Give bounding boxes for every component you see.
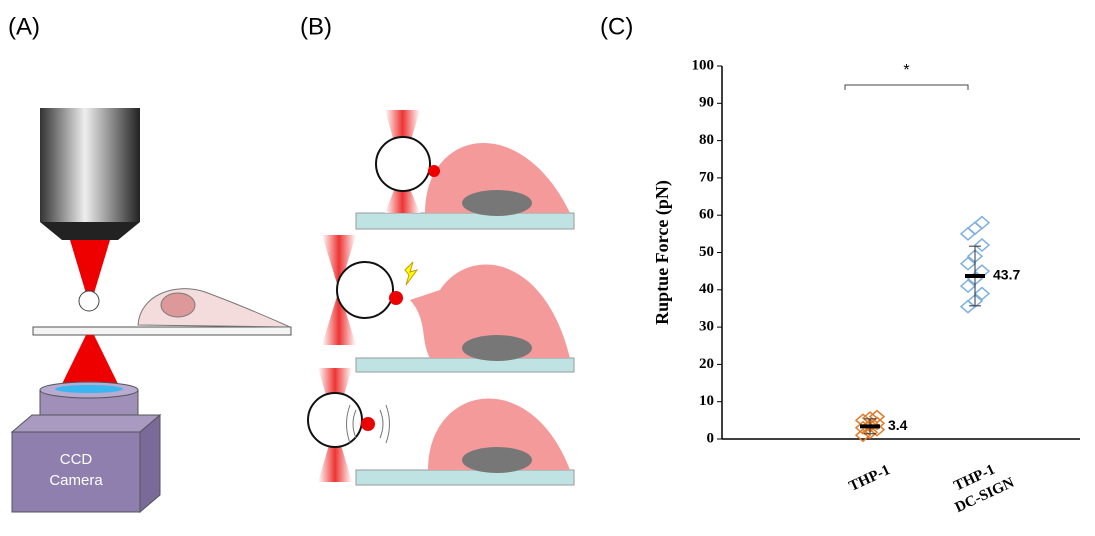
mean-label: 3.4 xyxy=(888,417,908,433)
plot: 0 10 20 30 40 50 60 70 80 90 100 Ruptue Force (pN) 3… xyxy=(652,57,1080,518)
data-point xyxy=(961,228,975,240)
y-tick-label: 100 xyxy=(692,57,715,73)
y-tick-label: 20 xyxy=(699,356,714,372)
y-tick-label: 70 xyxy=(699,169,714,185)
y-tick-label: 80 xyxy=(699,132,714,148)
y-tick-label: 90 xyxy=(699,95,714,111)
panel-label: (B) xyxy=(300,13,332,40)
data-point xyxy=(975,217,989,229)
x-tick-label: THP-1 DC-SIGN xyxy=(941,457,1017,518)
setup-diagram: CCD Camera xyxy=(12,108,291,512)
data-point xyxy=(975,239,989,251)
figure: (A) (B) (C) CCD Camera xyxy=(0,0,1095,531)
y-tick-label: 60 xyxy=(699,207,714,223)
y-tick-label: 0 xyxy=(707,430,715,446)
data-point xyxy=(968,222,982,234)
camera-label: Camera xyxy=(49,472,103,489)
y-tick-label: 10 xyxy=(699,393,714,409)
camera-label: CCD xyxy=(60,451,93,468)
y-axis-label: Ruptue Force (pN) xyxy=(652,180,673,325)
y-tick-label: 50 xyxy=(699,244,714,260)
y-tick-label: 30 xyxy=(699,319,714,335)
panel-label: (C) xyxy=(600,13,633,40)
data-point xyxy=(961,301,975,313)
significance-label: * xyxy=(903,62,909,79)
significance-bracket xyxy=(845,85,968,90)
x-tick-label: THP-1 xyxy=(847,462,893,495)
panel-label: (A) xyxy=(8,13,40,40)
y-tick-label: 40 xyxy=(699,281,714,297)
mean-label: 43.7 xyxy=(993,267,1020,283)
process-diagram xyxy=(308,110,574,485)
